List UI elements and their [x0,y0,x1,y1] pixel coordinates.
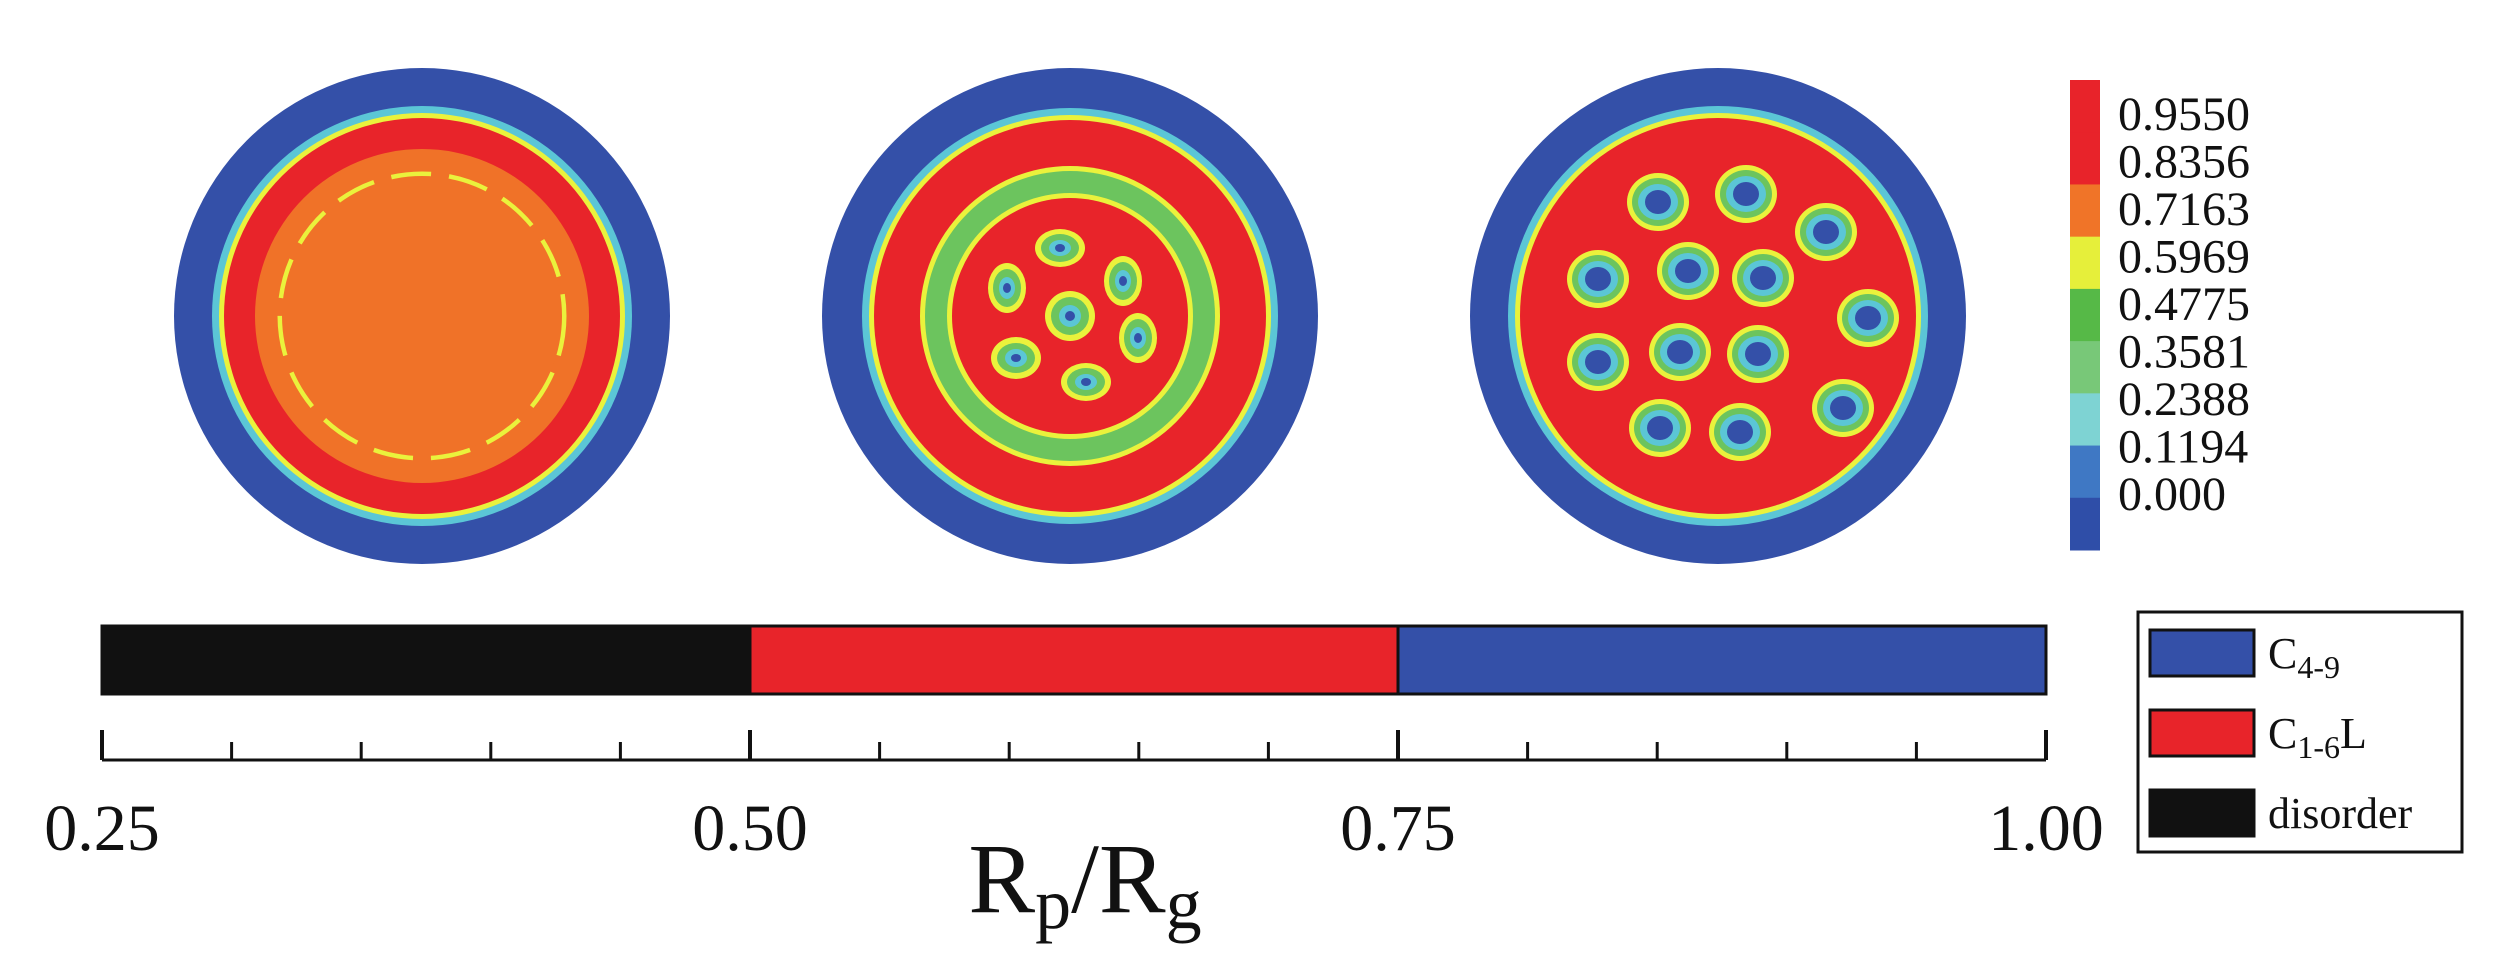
domain [1732,249,1794,307]
colorbar-swatch [2070,445,2100,499]
colorbar-tick-label: 0.5969 [2118,231,2250,284]
domain [1567,333,1629,391]
legend-label: C1-6L [2268,709,2367,765]
colorbar-swatch [2070,132,2100,185]
x-axis: 0.25 0.50 0.75 1.00 [44,730,2104,865]
colorbar-swatch [2070,288,2100,342]
tick-label: 0.25 [44,792,160,865]
colorbar-swatch [2070,393,2100,447]
legend-swatch [2148,788,2256,838]
domain [1567,250,1629,308]
colorbar-tick-label: 0.2388 [2118,373,2250,426]
legend-swatch [2148,708,2256,758]
legend-swatch [2148,628,2256,678]
domain [1795,203,1857,261]
legend: C4-9 C1-6L disorder [2136,610,2464,854]
domain [1629,399,1691,457]
phase-bar [100,624,2048,696]
tick-label: 1.00 [1988,792,2104,865]
colorbar-tick-label: 0.000 [2118,468,2226,521]
colorbar-swatch [2070,184,2100,238]
morphology-panel-c1-6l [822,68,1318,564]
legend-item: C1-6L [2148,708,2367,765]
phase-segment-c4-9 [1396,624,2048,696]
morphology-panel-c4-9 [1470,68,1966,564]
colorbar-tick-label: 0.9550 [2118,88,2250,141]
phase-segment-c1-6l [748,624,1400,696]
axis-label: Rp/Rg [968,823,1201,944]
colorbar-tick-label: 0.3581 [2118,326,2250,379]
domain [1709,403,1771,461]
colorbar: 0.95500.83560.71630.59690.47750.35810.23… [2070,80,2250,551]
domain [1627,173,1689,231]
colorbar-swatch [2070,80,2100,133]
legend-label: C4-9 [2268,629,2340,685]
phase-segment-disorder [100,624,752,696]
colorbar-swatch [2070,497,2100,551]
legend-label: disorder [2268,789,2413,838]
colorbar-tick-label: 0.7163 [2118,183,2250,236]
colorbar-tick-label: 0.4775 [2118,278,2250,331]
domain [1837,289,1899,347]
legend-item: C4-9 [2148,628,2340,685]
domain [1727,325,1789,383]
colorbar-swatch [2070,341,2100,394]
domain [1812,379,1874,437]
domain [1657,242,1719,300]
legend-item: disorder [2148,788,2413,838]
domain [1715,165,1777,223]
tick-label: 0.50 [692,792,808,865]
colorbar-tick-label: 0.1194 [2118,421,2248,474]
colorbar-tick-label: 0.8356 [2118,136,2250,189]
colorbar-swatch [2070,236,2100,290]
domain [1649,323,1711,381]
tick-label: 0.75 [1340,792,1456,865]
morphology-panel-disorder [174,68,670,564]
